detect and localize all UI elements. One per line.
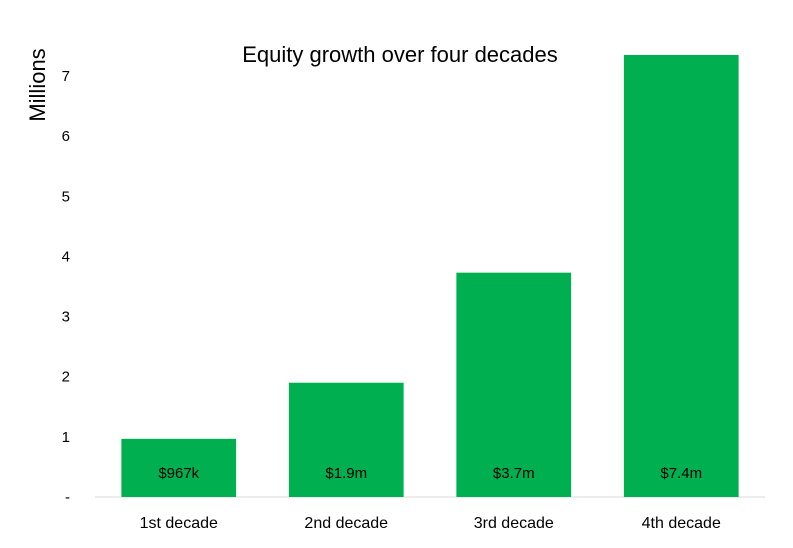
bar	[288, 382, 404, 497]
x-axis-categories: 1st decade 2nd decade 3rd decade 4th decade	[140, 515, 721, 532]
y-tick-label: 3	[62, 309, 70, 326]
bar-data-label: $7.4m	[660, 465, 702, 482]
y-tick-label: -	[65, 489, 70, 506]
y-tick-label: 1	[62, 429, 70, 446]
x-category-label: 3rd decade	[474, 515, 554, 532]
y-tick-label: 6	[62, 128, 70, 145]
bar-data-label: $967k	[158, 465, 199, 482]
data-labels-group: $967k $1.9m $3.7m $7.4m	[158, 465, 702, 482]
y-axis-label: Millions	[25, 48, 50, 121]
chart-title: Equity growth over four decades	[242, 42, 558, 67]
y-tick-label: 5	[62, 188, 70, 205]
x-category-label: 2nd decade	[304, 515, 388, 532]
bar-data-label: $1.9m	[325, 465, 367, 482]
bars-group	[121, 54, 739, 497]
y-axis-ticks: - 1 2 3 4 5 6 7	[62, 68, 70, 506]
bar	[456, 272, 572, 497]
x-category-label: 4th decade	[642, 515, 721, 532]
bar	[623, 54, 739, 497]
y-tick-label: 4	[62, 248, 70, 265]
y-tick-label: 7	[62, 68, 70, 85]
bar	[121, 438, 237, 497]
bar-data-label: $3.7m	[493, 465, 535, 482]
x-category-label: 1st decade	[140, 515, 218, 532]
y-tick-label: 2	[62, 369, 70, 386]
